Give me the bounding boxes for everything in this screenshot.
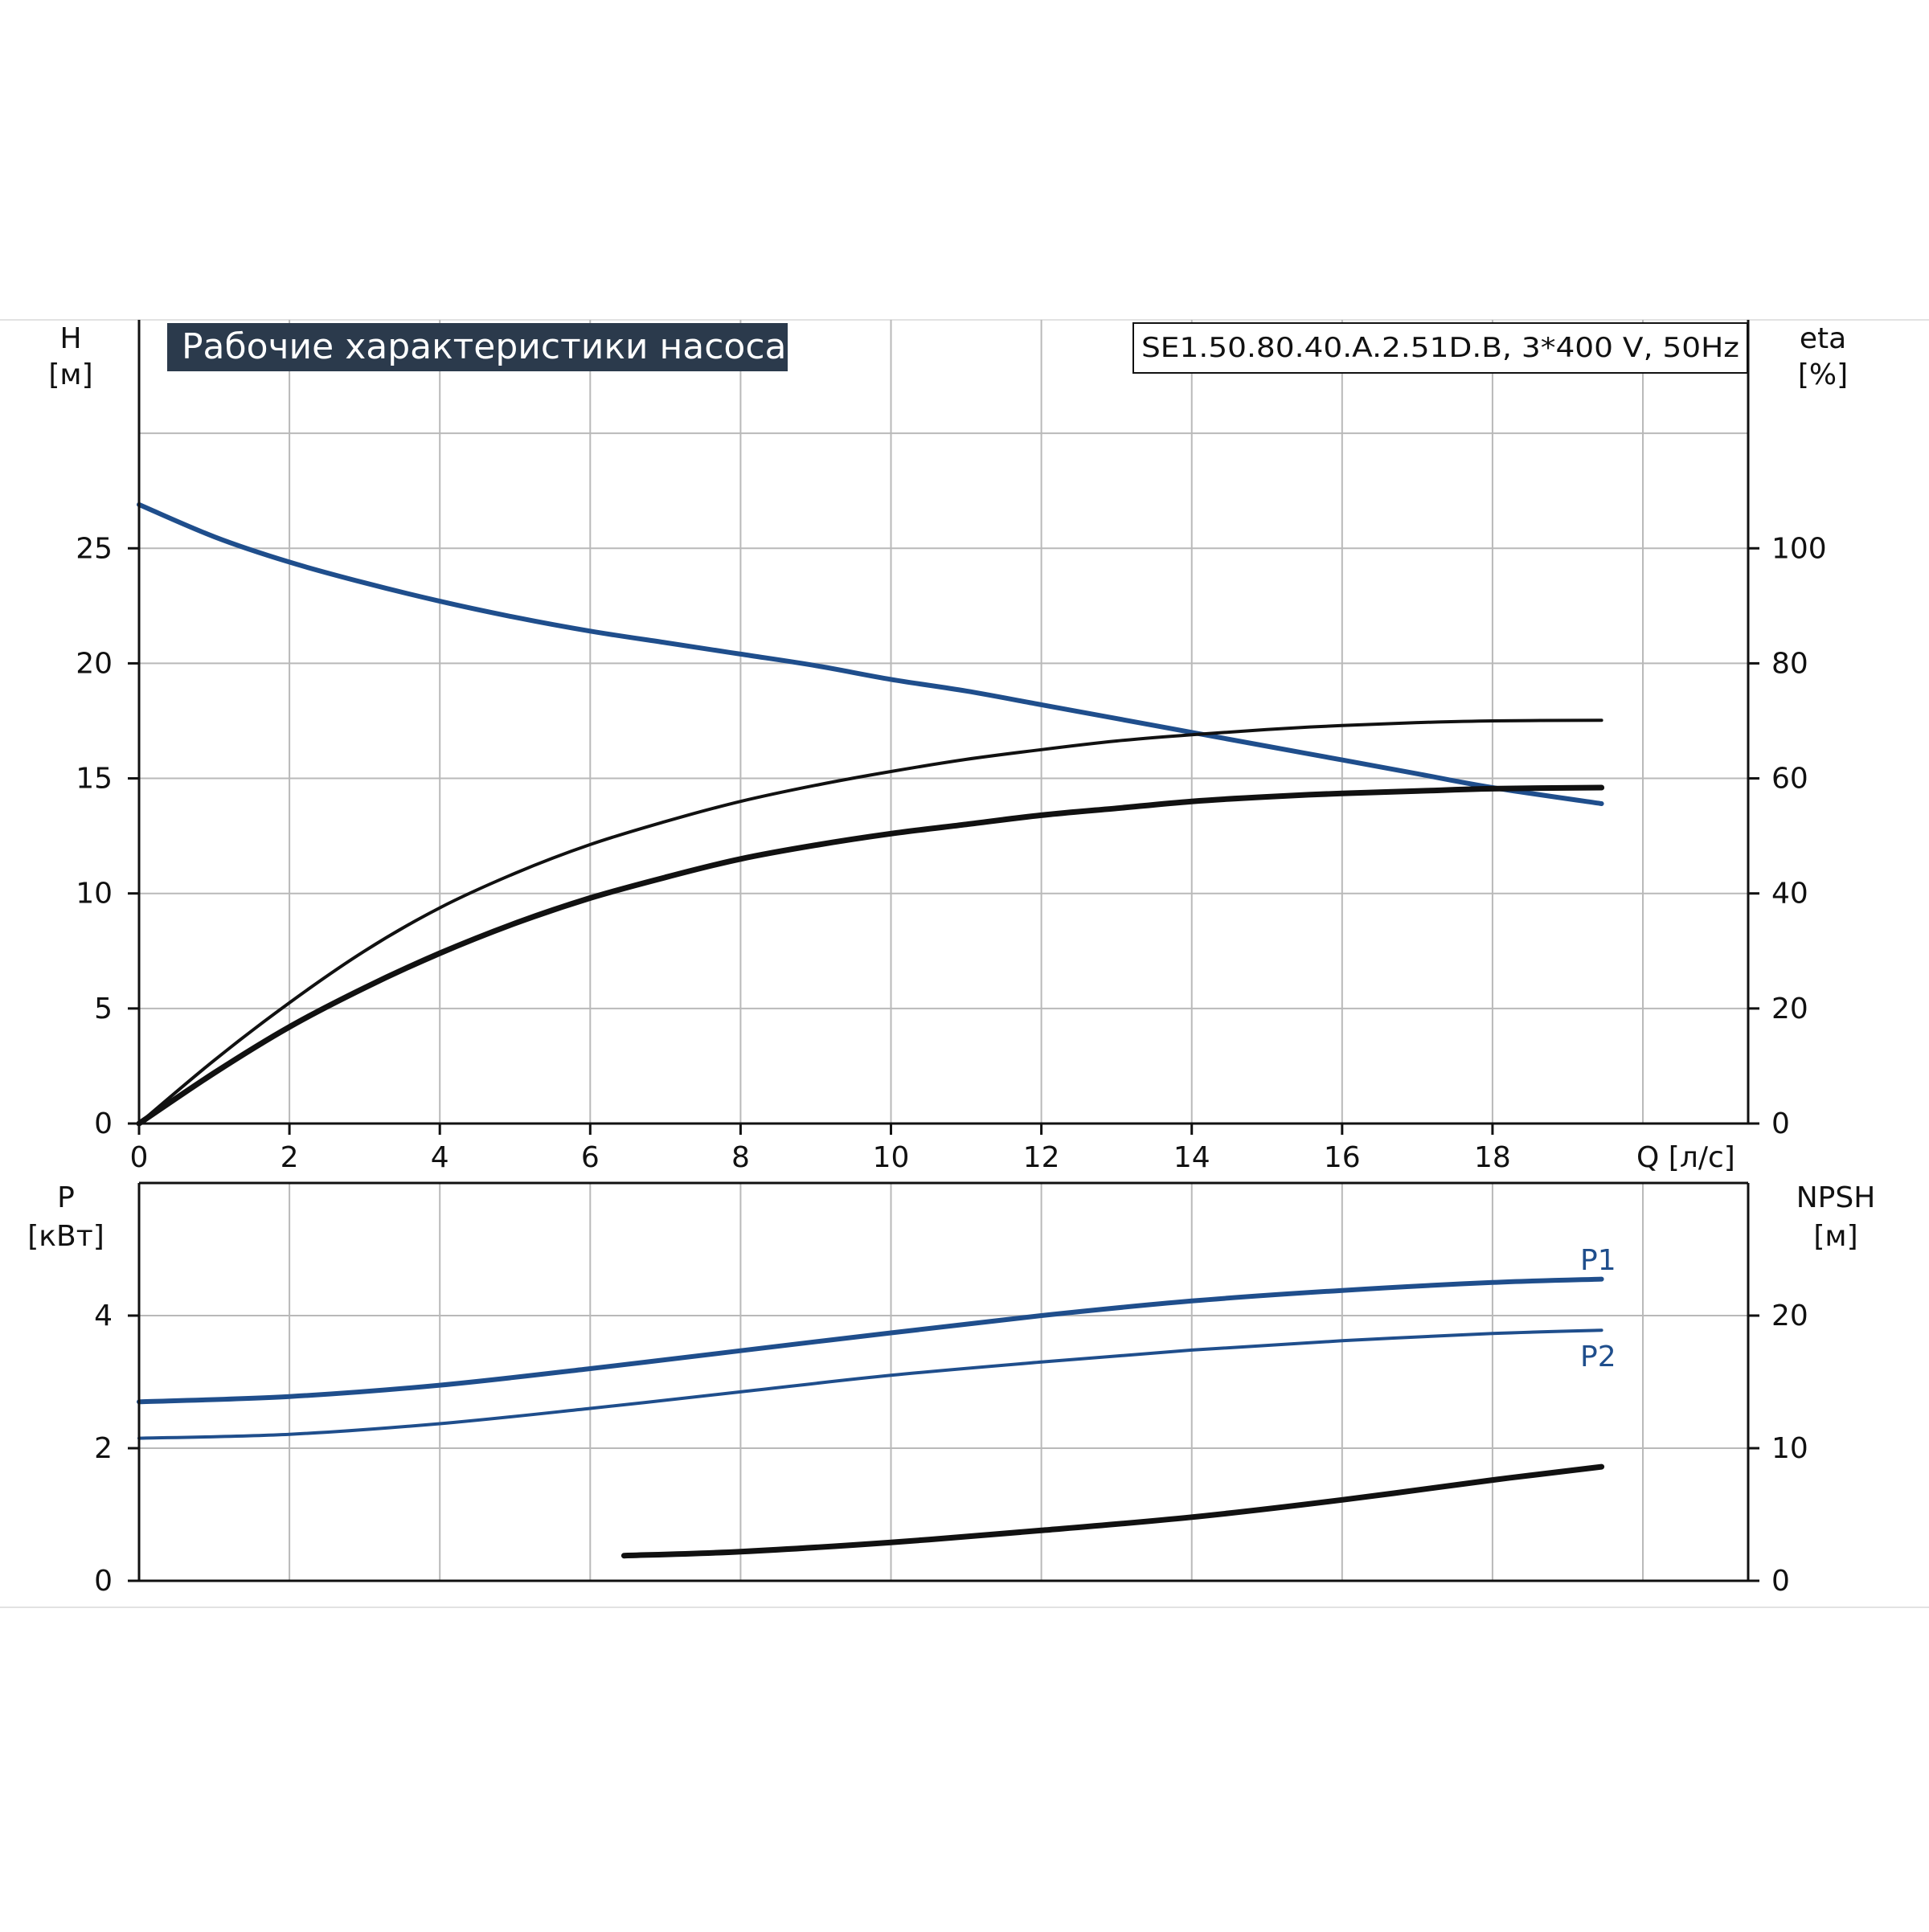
model-label-box	[1132, 322, 1748, 374]
y2-axis-unit-top: [%]	[1798, 358, 1848, 391]
bottom-grid	[139, 1183, 1748, 1581]
x-tick-label-4: 4	[431, 1141, 449, 1174]
x-tick-label-0: 0	[130, 1141, 149, 1174]
model-label: SE1.50.80.40.A.2.51D.B, 3*400 V, 50Hz	[1141, 332, 1739, 364]
npsh-tick-label-10: 10	[1771, 1432, 1808, 1465]
x-tick-label-16: 16	[1324, 1141, 1361, 1174]
bottom-axes: 0 2 4 0 10 20	[94, 1181, 1808, 1598]
y-tick-label-5: 5	[94, 993, 113, 1025]
y-axis-unit-bottom: [кВт]	[27, 1220, 104, 1253]
p-tick-label-2: 2	[94, 1432, 113, 1465]
x-tick-label-10: 10	[873, 1141, 910, 1174]
y2-tick-label-100: 100	[1771, 532, 1827, 565]
series-label-p1: P1	[1580, 1244, 1616, 1277]
y2-tick-label-80: 80	[1771, 647, 1808, 680]
x-tick-label-18: 18	[1474, 1141, 1511, 1174]
chart-title-box	[167, 323, 788, 371]
x-axis-title: Q [л/с]	[1636, 1141, 1735, 1174]
y2-tick-label-60: 60	[1771, 763, 1808, 796]
top-curves	[136, 501, 1605, 1127]
top-grid	[139, 320, 1748, 1124]
head-curve-h	[137, 501, 1604, 806]
x-tick-label-2: 2	[281, 1141, 299, 1174]
y-tick-label-20: 20	[76, 647, 113, 680]
y2-axis-unit-bottom: [м]	[1813, 1220, 1857, 1253]
x-tick-label-6: 6	[581, 1141, 600, 1174]
y-tick-label-0: 0	[94, 1107, 113, 1140]
npsh-tick-label-0: 0	[1771, 1565, 1790, 1598]
npsh-tick-label-20: 20	[1771, 1300, 1808, 1332]
y2-tick-label-0: 0	[1771, 1107, 1790, 1140]
x-tick-label-12: 12	[1023, 1141, 1060, 1174]
y2-axis-title-top: eta	[1800, 322, 1846, 355]
y2-tick-label-40: 40	[1771, 878, 1808, 911]
y-axis-unit-top: [м]	[48, 358, 92, 391]
p-tick-label-0: 0	[94, 1565, 113, 1598]
top-axes: 0 2 4 6 8 10 12 14 16 18 0 5 10 15 20 25 0 20 40 60 80 100	[76, 320, 1827, 1174]
y-axis-title-top: H	[59, 322, 81, 355]
y2-axis-title-bottom: NPSH	[1796, 1181, 1876, 1214]
y-axis-title-bottom: P	[57, 1181, 75, 1214]
power-curve-p1	[137, 1276, 1604, 1405]
head-curve-secondary	[136, 784, 1605, 1127]
bottom-curves	[137, 1276, 1605, 1559]
power-curve-p2	[137, 1328, 1603, 1440]
npsh-curve	[620, 1463, 1605, 1559]
y-tick-label-10: 10	[76, 878, 113, 911]
x-tick-label-8: 8	[731, 1141, 750, 1174]
y2-tick-label-20: 20	[1771, 993, 1808, 1025]
chart-title: Рабочие характеристики насоса	[182, 326, 786, 367]
y-tick-label-15: 15	[76, 763, 113, 796]
x-tick-label-14: 14	[1173, 1141, 1210, 1174]
y-tick-label-25: 25	[76, 532, 113, 565]
p-tick-label-4: 4	[94, 1300, 113, 1332]
series-label-p2: P2	[1580, 1341, 1616, 1373]
efficiency-curve-eta	[137, 718, 1603, 1125]
